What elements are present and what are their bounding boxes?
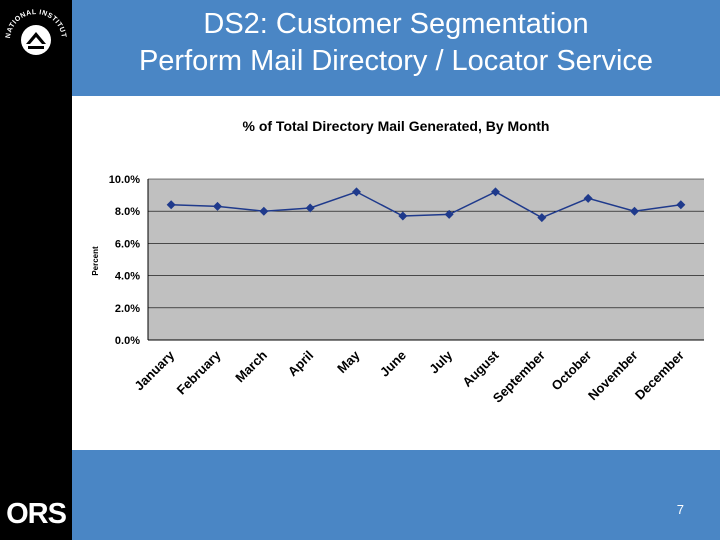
gridlines [148,178,704,309]
x-tick-label: March [232,347,270,385]
slide-title-line-2: Perform Mail Directory / Locator Service [138,45,654,77]
x-tick-label: December [632,348,687,403]
page-number: 7 [676,502,684,517]
sidebar: NATIONAL INSTITUTES OF HEALTH ORS [0,0,72,540]
y-tick-labels: 0.0% 2.0% 4.0% 6.0% 8.0% 10.0% [109,174,140,347]
data-point-marker [583,193,593,203]
slide-header: DS2: Customer Segmentation Perform Mail … [72,0,720,96]
nih-seal-logo: NATIONAL INSTITUTES OF HEALTH [4,4,67,55]
data-point-marker [537,213,547,223]
x-tick-label: January [131,347,177,393]
slide-footer: 7 [72,450,720,540]
data-point-marker [676,200,686,210]
ors-logo: ORS [6,498,67,530]
data-point-marker [630,206,639,216]
x-tick-label: June [377,348,409,380]
x-tick-label: November [585,348,641,404]
x-tick-label: August [459,347,502,390]
x-tick-label: April [285,348,317,380]
y-tick-label: 4.0% [115,271,140,283]
series-line [171,191,681,219]
x-tick-label: October [548,348,594,394]
y-tick-label: 10.0% [109,174,140,186]
line-chart: % of Total Directory Mail Generated, By … [91,118,704,406]
data-point-marker [352,187,361,197]
series-markers [166,187,686,223]
data-point-marker [166,200,176,210]
plot-area [148,179,704,340]
x-tick-label: July [426,347,456,377]
data-point-marker [305,203,315,213]
y-axis-label: Percent [91,246,100,276]
x-tick-label: February [174,347,224,397]
y-tick-label: 0.0% [115,335,140,347]
data-point-marker [398,211,408,221]
y-tick-label: 2.0% [115,303,140,315]
data-point-marker [259,206,269,216]
y-tick-label: 8.0% [115,206,140,218]
slide-title-line-1: DS2: Customer Segmentation [203,8,589,40]
chart-title: % of Total Directory Mail Generated, By … [242,118,549,134]
x-tick-label: May [334,347,363,376]
data-point-marker [491,187,500,197]
data-point-marker [444,209,454,219]
data-point-marker [213,201,222,211]
y-tick-label: 6.0% [115,238,140,250]
